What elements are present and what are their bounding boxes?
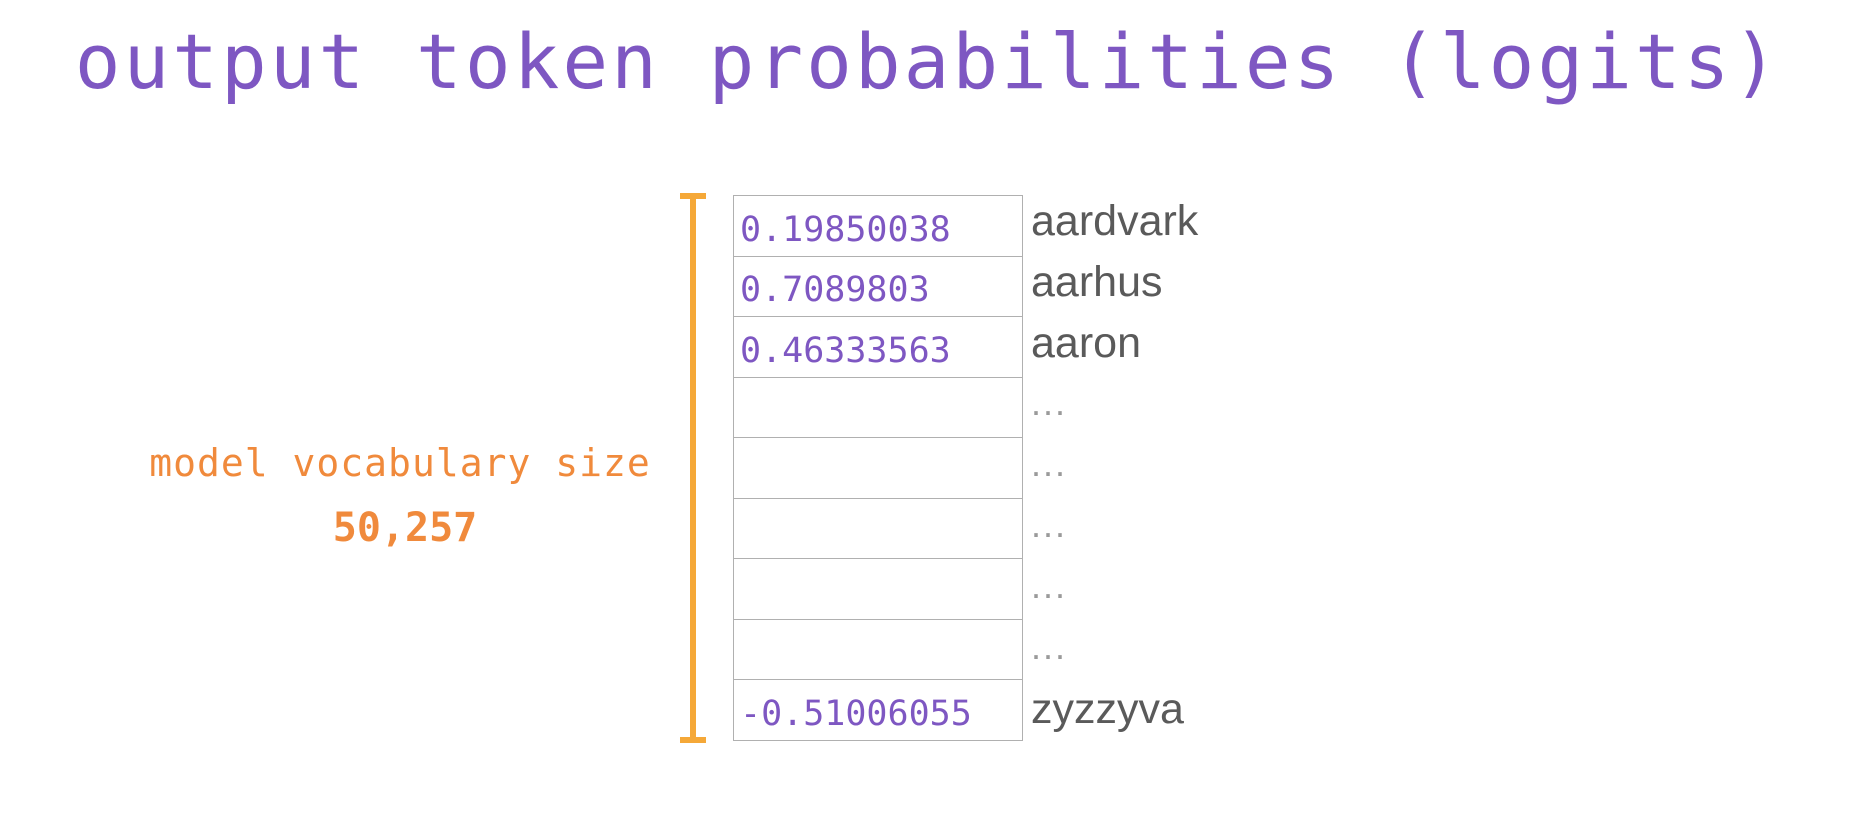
vocabulary-size-count: 50,257 [332,505,478,551]
token-ellipsis: ... [1031,626,1068,667]
logit-value: 0.7089803 [740,270,930,310]
vocabulary-size-label: model vocabulary size [149,441,651,485]
token-row: aaron [1031,317,1331,378]
token-row: ... [1031,439,1331,500]
bracket-line [690,193,696,743]
logit-value: 0.46333563 [740,330,951,371]
token-ellipsis: ... [1031,382,1068,423]
token-row: ... [1031,500,1331,561]
logit-cell [733,498,1023,559]
token-row: aarhus [1031,256,1331,317]
token-label: aardvark [1031,197,1199,245]
diagram-title: output token probabilities (logits) [74,17,1782,106]
token-labels: aardvark aarhus aaron ... ... ... ... ..… [1031,195,1331,744]
token-row: ... [1031,378,1331,439]
logits-column: 0.19850038 0.7089803 0.46333563 -0.51006… [733,195,1023,741]
logit-cell [733,559,1023,620]
bracket-bottom-cap [680,737,706,743]
token-row: zyzzyva [1031,683,1331,744]
logit-cell [733,377,1023,438]
logit-cell: -0.51006055 [733,680,1023,741]
token-row: ... [1031,622,1331,683]
token-ellipsis: ... [1031,565,1068,606]
logit-cell: 0.46333563 [733,317,1023,378]
logit-value: -0.51006055 [740,693,972,734]
logit-cell [733,438,1023,499]
logit-cell [733,619,1023,680]
token-ellipsis: ... [1031,504,1068,545]
token-ellipsis: ... [1031,443,1068,484]
token-row: ... [1031,561,1331,622]
token-label: aarhus [1031,258,1163,306]
token-row: aardvark [1031,195,1331,256]
token-label: aaron [1031,319,1141,367]
vocabulary-bracket [680,193,706,743]
logit-cell: 0.7089803 [733,256,1023,317]
logit-value: 0.19850038 [740,209,951,250]
token-label: zyzzyva [1031,685,1184,733]
logit-cell: 0.19850038 [733,196,1023,257]
